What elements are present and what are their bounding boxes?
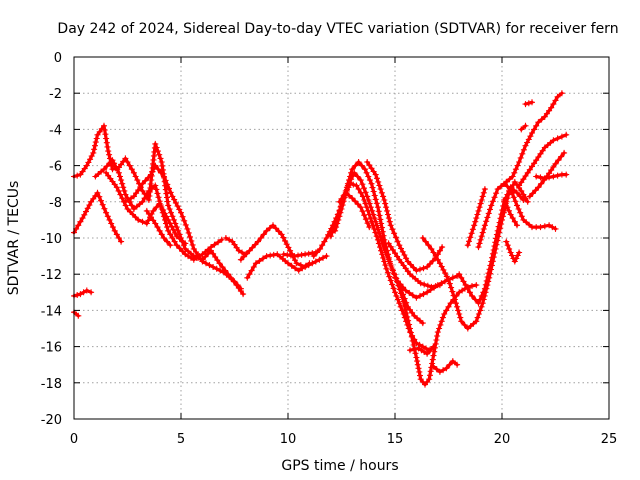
y-tick-label: -20 [41,413,62,428]
x-tick-label: 5 [177,432,185,447]
series-markers [385,240,443,290]
data-series [71,90,570,388]
series-markers [522,99,535,108]
series-markers [464,186,488,249]
series-markers [518,122,529,133]
series-markers [222,235,249,258]
series-markers [516,131,570,189]
y-tick-label: -16 [41,341,62,356]
grid [74,57,609,419]
series-markers [327,180,433,354]
y-tick-label: -10 [41,232,62,247]
x-tick-label: 10 [280,432,297,447]
series-markers [503,238,523,265]
y-tick-label: -14 [41,304,62,319]
series-markers [501,197,520,229]
y-tick-label: -8 [49,196,62,211]
y-tick-label: -18 [41,377,62,392]
y-tick-label: -6 [49,160,62,175]
series-markers [143,207,174,249]
y-axis-label: SDTVAR / TECUs [6,181,22,296]
y-tick-label: 0 [54,51,62,66]
series-trace [365,160,444,273]
y-tick-label: -2 [49,87,62,102]
series-markers [419,178,531,332]
y-tick-label: -4 [49,123,62,138]
series-markers [244,251,313,281]
x-tick-label: 15 [387,432,404,447]
y-tick-label: -12 [41,268,62,283]
series-markers [122,162,244,292]
series-trace [504,240,521,264]
series-markers [533,171,570,182]
series-markers [336,189,373,231]
x-tick-label: 20 [494,432,511,447]
series-markers [503,90,565,185]
x-tick-label: 25 [601,432,618,447]
x-tick-label: 0 [70,432,78,447]
x-axis-label: GPS time / hours [281,458,398,474]
series-markers [280,249,319,260]
axis-ticks: 0 5 10 15 20 25 0 -2 -4 -6 -8 -10 -12 -14 -16 -18 -20 [41,51,618,447]
series-trace [72,310,80,318]
series-trace [93,158,224,262]
series-markers [71,189,125,245]
series-markers [475,180,559,251]
series-trace [519,124,528,131]
series-markers [430,358,461,375]
series-markers [407,343,437,357]
chart-title: Day 242 of 2024, Sidereal Day-to-day VTE… [57,21,618,37]
series-markers [364,159,446,274]
